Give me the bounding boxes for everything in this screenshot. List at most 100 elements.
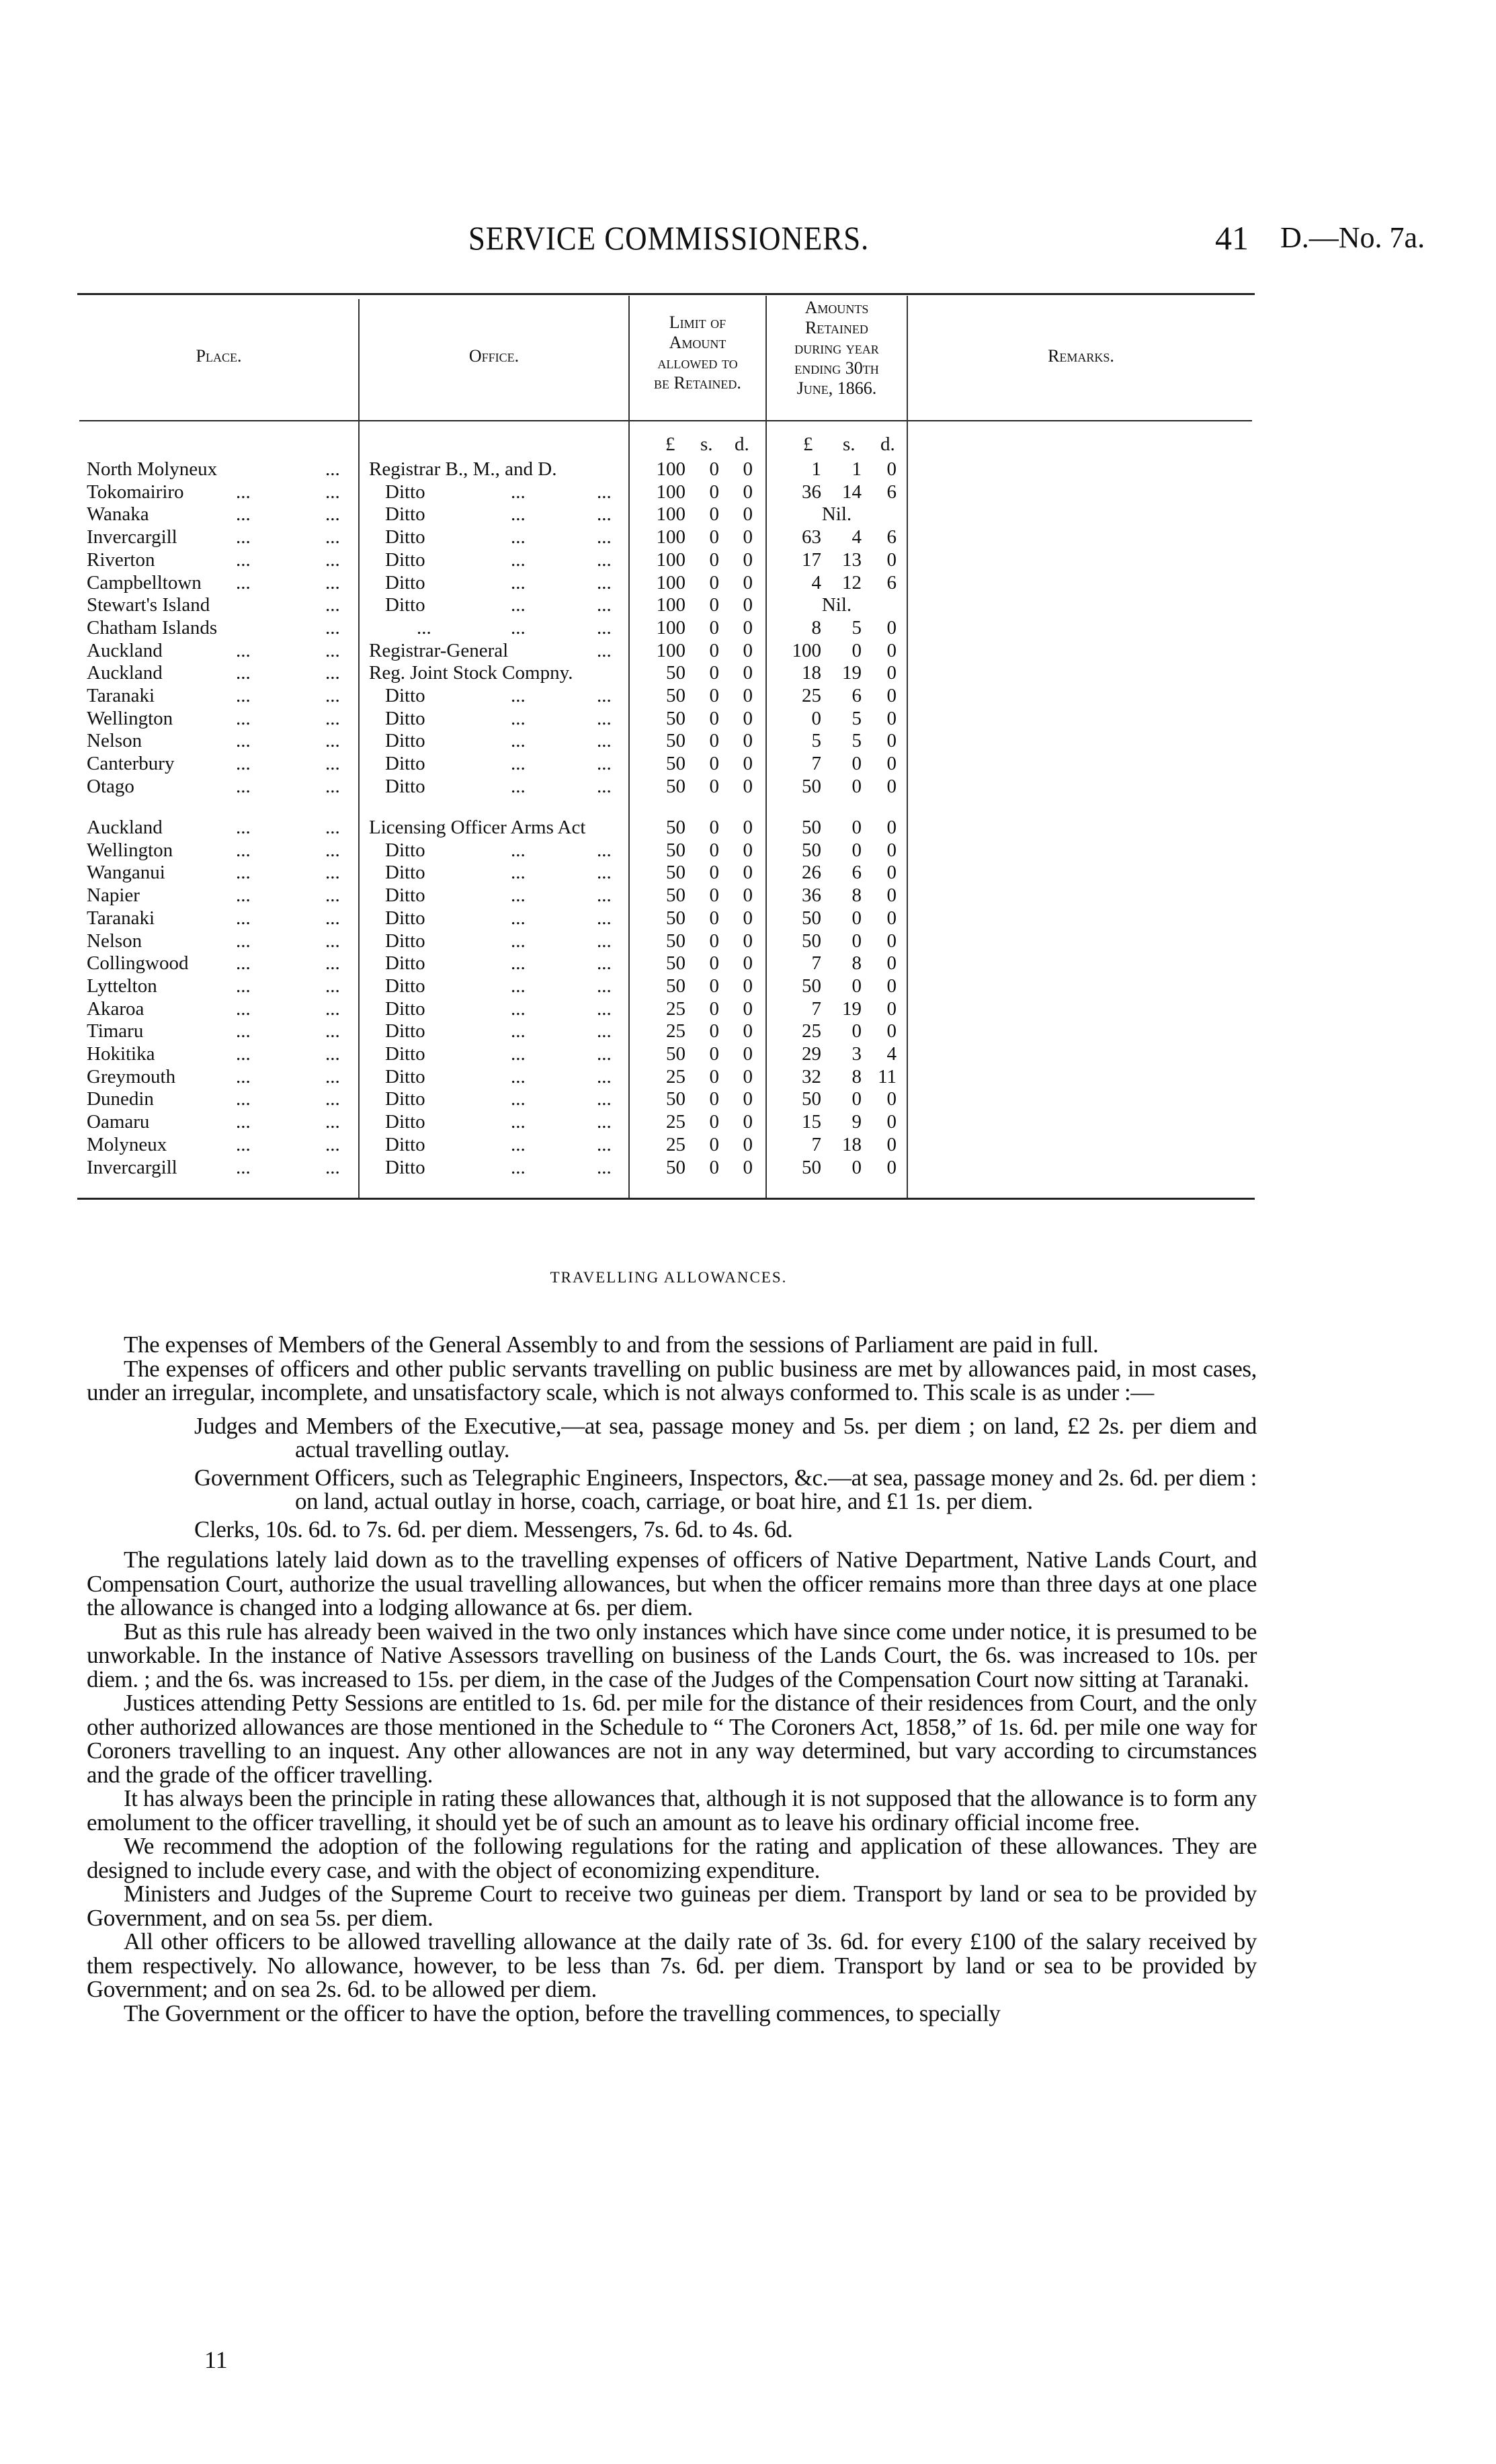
leader-dots: ... bbox=[236, 730, 251, 752]
limit-shillings: 0 bbox=[709, 594, 720, 616]
retained-pence: 0 bbox=[886, 707, 897, 729]
retained-pence: 0 bbox=[886, 753, 897, 775]
place-cell: Akaroa bbox=[87, 997, 144, 1020]
leader-dots: ... bbox=[325, 1020, 340, 1042]
scale-item: Judges and Members of the Executive,—at … bbox=[194, 1412, 1257, 1463]
place-cell: Collingwood bbox=[87, 952, 189, 975]
body-text: The expenses of Members of the General A… bbox=[87, 1333, 1257, 2025]
leader-dots: ... bbox=[511, 730, 526, 752]
leader-dots: ... bbox=[236, 685, 251, 706]
office-cell: Reg. Joint Stock Compny. bbox=[369, 662, 573, 684]
paragraph: All other officers to be allowed travell… bbox=[87, 1928, 1257, 2002]
place-cell: Riverton bbox=[87, 548, 155, 571]
header-retained: Amounts Retained during year ending 30th… bbox=[767, 298, 907, 399]
leader-dots: ... bbox=[325, 839, 340, 861]
leader-dots: ... bbox=[597, 1088, 612, 1110]
limit-pence: 0 bbox=[743, 1043, 753, 1065]
limit-pounds: 25 bbox=[666, 997, 685, 1020]
limit-pence: 0 bbox=[743, 594, 753, 616]
retained-pounds: 36 bbox=[802, 481, 821, 503]
office-cell: Ditto bbox=[385, 1065, 425, 1087]
unit-pence: d. bbox=[735, 434, 749, 455]
retained-pence: 0 bbox=[886, 839, 897, 861]
retained-pence: 0 bbox=[886, 1156, 897, 1178]
retained-pounds: 25 bbox=[802, 685, 821, 706]
retained-pounds: 50 bbox=[802, 1156, 821, 1178]
limit-pence: 0 bbox=[743, 1133, 753, 1155]
leader-dots: ... bbox=[236, 1156, 251, 1178]
limit-shillings: 0 bbox=[709, 1156, 720, 1178]
limit-shillings: 0 bbox=[709, 571, 720, 593]
limit-pounds: 50 bbox=[666, 753, 685, 775]
place-cell: Nelson bbox=[87, 930, 142, 952]
leader-dots: ... bbox=[511, 930, 526, 952]
retained-pence: 6 bbox=[886, 526, 897, 548]
retained-pounds: 50 bbox=[802, 1088, 821, 1110]
limit-pounds: 100 bbox=[656, 548, 686, 571]
place-cell: Campbelltown bbox=[87, 571, 202, 593]
limit-pounds: 50 bbox=[666, 730, 685, 752]
header-line: Amounts bbox=[804, 298, 869, 317]
leader-dots: ... bbox=[597, 839, 612, 861]
limit-pence: 0 bbox=[743, 952, 753, 975]
retained-pence: 0 bbox=[886, 458, 897, 480]
retained-shillings: 0 bbox=[851, 1156, 862, 1178]
limit-shillings: 0 bbox=[709, 1088, 720, 1110]
header-line: Retained bbox=[805, 318, 868, 337]
leader-dots: ... bbox=[325, 1088, 340, 1110]
limit-shillings: 0 bbox=[709, 775, 720, 797]
limit-pence: 0 bbox=[743, 503, 753, 526]
retained-pence: 0 bbox=[886, 1020, 897, 1042]
paragraph: It has always been the principle in rati… bbox=[87, 1785, 1257, 1836]
retained-nil: Nil. bbox=[821, 503, 852, 526]
retained-pounds: 7 bbox=[811, 997, 822, 1020]
leader-dots: ... bbox=[597, 997, 612, 1020]
retained-pounds: 29 bbox=[802, 1043, 821, 1065]
leader-dots: ... bbox=[511, 526, 526, 548]
limit-shillings: 0 bbox=[709, 1020, 720, 1042]
leader-dots: ... bbox=[511, 1133, 526, 1155]
leader-dots: ... bbox=[325, 753, 340, 775]
office-cell: Registrar B., M., and D. bbox=[369, 458, 557, 480]
limit-pounds: 100 bbox=[656, 503, 686, 526]
retained-pounds: 18 bbox=[802, 662, 821, 684]
retained-pounds: 25 bbox=[802, 1020, 821, 1042]
place-cell: Taranaki bbox=[87, 907, 155, 929]
leader-dots: ... bbox=[597, 1133, 612, 1155]
leader-dots: ... bbox=[597, 571, 612, 593]
header-place: Place. bbox=[196, 346, 242, 366]
limit-pounds: 50 bbox=[666, 1156, 685, 1178]
limit-pounds: 50 bbox=[666, 839, 685, 861]
leader-dots: ... bbox=[597, 707, 612, 729]
leader-dots: ... bbox=[511, 1020, 526, 1042]
place-cell: Canterbury bbox=[87, 753, 175, 775]
limit-pence: 0 bbox=[743, 997, 753, 1020]
leader-dots: ... bbox=[236, 952, 251, 975]
limit-shillings: 0 bbox=[709, 952, 720, 975]
table-top-rule bbox=[77, 293, 1255, 295]
retained-shillings: 4 bbox=[851, 526, 862, 548]
retained-shillings: 0 bbox=[851, 1088, 862, 1110]
leader-dots: ... bbox=[236, 775, 251, 797]
leader-dots: ... bbox=[597, 862, 612, 884]
leader-dots: ... bbox=[325, 730, 340, 752]
leader-dots: ... bbox=[511, 1156, 526, 1178]
limit-pence: 0 bbox=[743, 571, 753, 593]
office-cell: Ditto bbox=[385, 481, 425, 503]
limit-pounds: 100 bbox=[656, 594, 686, 616]
office-cell: Ditto bbox=[385, 571, 425, 593]
header-office: Office. bbox=[468, 346, 520, 366]
retained-shillings: 1 bbox=[851, 458, 862, 480]
limit-shillings: 0 bbox=[709, 862, 720, 884]
signature-mark: 11 bbox=[204, 2346, 228, 2373]
retained-shillings: 14 bbox=[842, 481, 862, 503]
retained-shillings: 13 bbox=[842, 548, 862, 571]
leader-dots: ... bbox=[236, 481, 251, 503]
leader-dots: ... bbox=[236, 548, 251, 571]
limit-pounds: 50 bbox=[666, 775, 685, 797]
leader-dots: ... bbox=[236, 503, 251, 526]
place-cell: Napier bbox=[87, 885, 140, 907]
leader-dots: ... bbox=[236, 907, 251, 929]
retained-pounds: 63 bbox=[802, 526, 821, 548]
header-line: Amount bbox=[669, 333, 726, 352]
